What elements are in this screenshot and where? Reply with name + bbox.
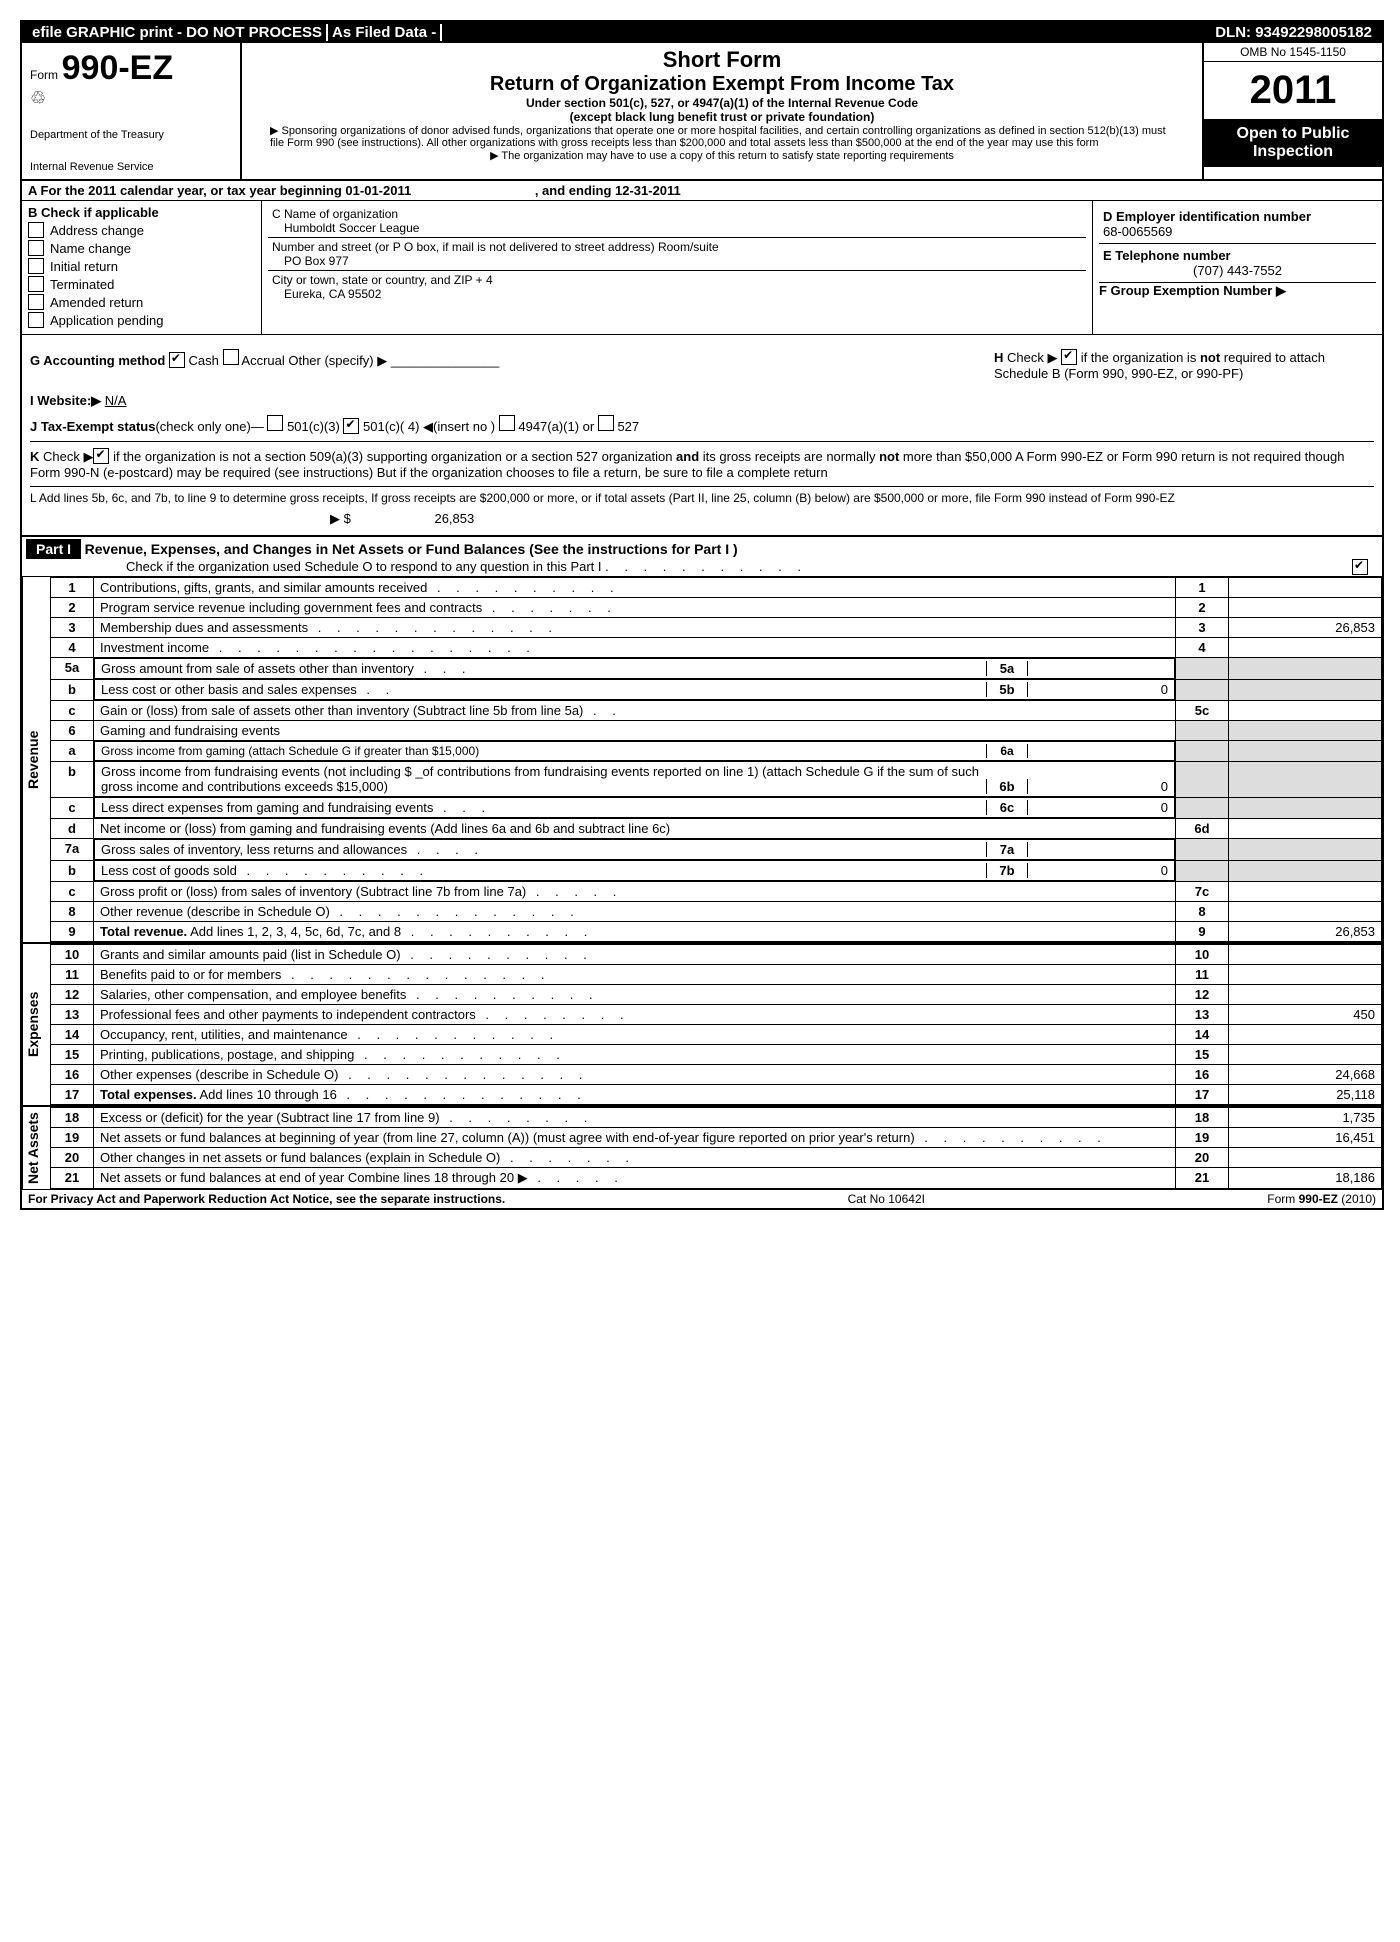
omb-number: OMB No 1545-1150 [1204, 43, 1382, 62]
checkbox-terminated[interactable] [28, 276, 44, 292]
checkbox-501c3[interactable] [267, 415, 283, 431]
expenses-table: 10Grants and similar amounts paid (list … [50, 944, 1382, 1105]
c-city-label: City or town, state or country, and ZIP … [272, 273, 1082, 287]
ein-value: 68-0065569 [1103, 224, 1372, 239]
h-line: H Check ▶ if the organization is not req… [994, 349, 1374, 381]
website-value: N/A [105, 393, 127, 408]
section-b: B Check if applicable Address change Nam… [22, 201, 1382, 335]
c-addr-label: Number and street (or P O box, if mail i… [272, 240, 1082, 254]
instruction-1: ▶ Sponsoring organizations of donor advi… [250, 124, 1194, 149]
subtitle-except: (except black lung benefit trust or priv… [250, 110, 1194, 124]
form-prefix: Form [30, 68, 58, 82]
org-name: Humboldt Soccer League [272, 221, 1082, 235]
checkbox-address-change[interactable] [28, 222, 44, 238]
part1-label: Part I [26, 539, 81, 559]
form-number: 990-EZ [62, 49, 174, 87]
row-a-begin: A For the 2011 calendar year, or tax yea… [28, 183, 411, 198]
part1-checkline: Check if the organization used Schedule … [126, 559, 602, 574]
revenue-table: 1Contributions, gifts, grants, and simil… [50, 577, 1382, 942]
netassets-table: 18Excess or (deficit) for the year (Subt… [50, 1107, 1382, 1189]
side-revenue: Revenue [22, 577, 50, 942]
open-public-2: Inspection [1210, 143, 1376, 161]
row-a: A For the 2011 calendar year, or tax yea… [22, 181, 1382, 201]
part1-title: Revenue, Expenses, and Changes in Net As… [85, 541, 738, 557]
topbar: efile GRAPHIC print - DO NOT PROCESS As … [22, 22, 1382, 43]
checkbox-accrual[interactable] [223, 349, 239, 365]
title-short-form: Short Form [250, 47, 1194, 73]
form-header: Form 990-EZ ♲ Department of the Treasury… [22, 43, 1382, 181]
i-label: I Website:▶ [30, 393, 101, 408]
checkbox-name-change[interactable] [28, 240, 44, 256]
row-a-end: , and ending 12-31-2011 [535, 183, 681, 198]
l-amount: 26,853 [434, 511, 474, 526]
checkbox-k[interactable] [93, 448, 109, 464]
phone-value: (707) 443-7552 [1103, 263, 1372, 278]
d-label: D Employer identification number [1103, 209, 1311, 224]
l-line: L Add lines 5b, 6c, and 7b, to line 9 to… [30, 486, 1374, 505]
org-city: Eureka, CA 95502 [272, 287, 1082, 301]
recycle-icon: ♲ [30, 88, 232, 109]
checkbox-initial-return[interactable] [28, 258, 44, 274]
checkbox-501c[interactable] [343, 418, 359, 434]
side-expenses: Expenses [22, 944, 50, 1105]
part1-header-row: Part I Revenue, Expenses, and Changes in… [22, 535, 1382, 577]
instruction-2: ▶ The organization may have to use a cop… [250, 149, 1194, 162]
dept-irs: Internal Revenue Service [30, 161, 232, 173]
checkbox-app-pending[interactable] [28, 312, 44, 328]
checkbox-schedule-o[interactable] [1352, 559, 1368, 575]
g-line: G Accounting method Cash Accrual Other (… [30, 349, 499, 381]
side-netassets: Net Assets [22, 1107, 50, 1189]
dln-label: DLN: 93492298005182 [1211, 24, 1376, 41]
checkbox-cash[interactable] [169, 352, 185, 368]
open-public-1: Open to Public [1210, 125, 1376, 143]
subtitle-section: Under section 501(c), 527, or 4947(a)(1)… [250, 96, 1194, 110]
asfiled-label: As Filed Data - [328, 24, 442, 41]
dept-treasury: Department of the Treasury [30, 129, 232, 141]
footer-right: Form 990-EZ (2010) [1267, 1192, 1376, 1206]
middle-block: G Accounting method Cash Accrual Other (… [22, 335, 1382, 535]
l-amount-label: ▶ $ [330, 511, 351, 526]
checkbox-h[interactable] [1061, 349, 1077, 365]
footer: For Privacy Act and Paperwork Reduction … [22, 1189, 1382, 1208]
form-990ez-page: efile GRAPHIC print - DO NOT PROCESS As … [20, 20, 1384, 1210]
checkbox-4947[interactable] [499, 415, 515, 431]
footer-left: For Privacy Act and Paperwork Reduction … [28, 1192, 505, 1206]
tax-year: 2011 [1204, 62, 1382, 119]
e-label: E Telephone number [1103, 248, 1231, 263]
org-addr: PO Box 977 [272, 254, 1082, 268]
footer-mid: Cat No 10642I [848, 1192, 925, 1206]
b-label: B Check if applicable [28, 205, 159, 220]
checkbox-amended[interactable] [28, 294, 44, 310]
title-return: Return of Organization Exempt From Incom… [250, 73, 1194, 96]
f-label: F Group Exemption Number ▶ [1099, 283, 1286, 298]
efile-label: efile GRAPHIC print - DO NOT PROCESS [28, 24, 328, 41]
c-name-label: C Name of organization [272, 207, 1082, 221]
checkbox-527[interactable] [598, 415, 614, 431]
k-line: K Check ▶ if the organization is not a s… [30, 441, 1374, 480]
j-line: J Tax-Exempt status(check only one)— 501… [30, 415, 1374, 435]
